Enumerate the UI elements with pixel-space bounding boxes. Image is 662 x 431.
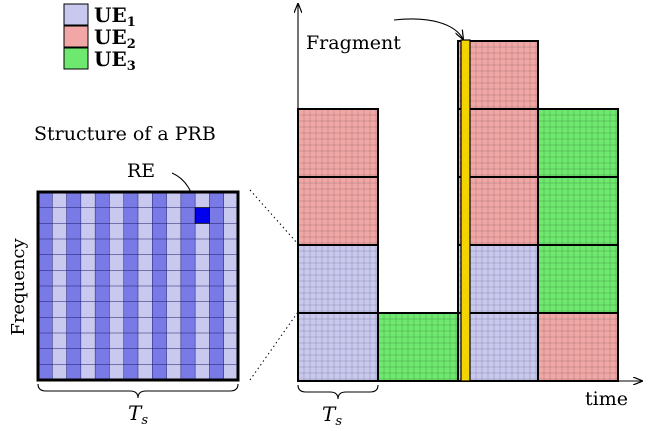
resource-block-fill (538, 245, 618, 313)
prb-grid (36, 190, 240, 382)
resource-block-outline (457, 40, 539, 110)
resource-grid (297, 40, 619, 382)
re-label: RE (127, 160, 155, 182)
resource-block-ue3 (537, 108, 619, 178)
legend: UE1 UE2 UE3 (63, 3, 136, 74)
svg-text:UE1: UE1 (94, 3, 136, 30)
legend-swatch-ue3 (63, 47, 89, 70)
prb-duration-brace (37, 383, 239, 399)
svg-text:Ts: Ts (322, 402, 342, 429)
legend-sub-ue1: 1 (127, 15, 136, 30)
resource-block-fill (458, 41, 538, 109)
fragment-pointer-arrow (393, 18, 463, 39)
legend-swatch-ue1 (63, 3, 89, 26)
resource-block-fill (538, 313, 618, 381)
resource-block-ue2 (297, 176, 379, 246)
resource-block-fill (298, 109, 378, 177)
resource-block-fill (298, 313, 378, 381)
resource-block-fill (458, 245, 538, 313)
resource-block-fill (538, 109, 618, 177)
fragment-label: Fragment (306, 32, 401, 54)
resource-block-ue2 (297, 108, 379, 178)
re-cell (194, 207, 210, 224)
resource-block-ue1 (297, 244, 379, 314)
resource-block-fill (458, 177, 538, 245)
resource-block-ue1 (297, 312, 379, 382)
legend-sub-ue3: 3 (127, 59, 136, 74)
resource-block-ue2 (537, 312, 619, 382)
grid-duration-label: T (322, 402, 337, 426)
resource-block-fill (458, 109, 538, 177)
legend-item-ue1: UE1 (63, 3, 136, 30)
legend-sub-ue2: 2 (127, 37, 136, 52)
fragment-bar (460, 39, 471, 382)
legend-swatch-ue2 (63, 25, 89, 48)
resource-block-ue2 (457, 40, 539, 110)
svg-text:UE2: UE2 (94, 25, 136, 52)
legend-label-ue1: UE (94, 3, 127, 27)
resource-block-fill (458, 313, 538, 381)
zoom-line-bottom (249, 311, 299, 381)
prb-outline (36, 190, 240, 382)
time-axis-label: time (585, 388, 628, 410)
resource-block-fill (298, 245, 378, 313)
grid-duration-brace (297, 384, 379, 400)
svg-text:UE3: UE3 (94, 47, 136, 74)
legend-label-ue3: UE (94, 47, 127, 71)
grid-duration-sub: s (335, 414, 342, 429)
resource-block-ue3 (377, 312, 459, 382)
prb-duration-label: T (128, 401, 143, 425)
legend-item-ue3: UE3 (63, 47, 136, 74)
zoom-line-top (249, 189, 299, 245)
legend-label-ue2: UE (94, 25, 127, 49)
prb-structure-title: Structure of a PRB (34, 123, 216, 145)
resource-block-fill (298, 177, 378, 245)
legend-item-ue2: UE2 (63, 25, 136, 52)
resource-block-ue3 (537, 176, 619, 246)
resource-block-fill (378, 313, 458, 381)
resource-block-fill (538, 177, 618, 245)
resource-block-ue1 (457, 244, 539, 314)
svg-text:Ts: Ts (128, 401, 148, 428)
frequency-label: Frequency (8, 237, 29, 335)
prb-duration-sub: s (141, 413, 148, 428)
resource-block-outline (537, 108, 619, 178)
resource-block-ue2 (457, 108, 539, 178)
resource-block-ue3 (537, 244, 619, 314)
